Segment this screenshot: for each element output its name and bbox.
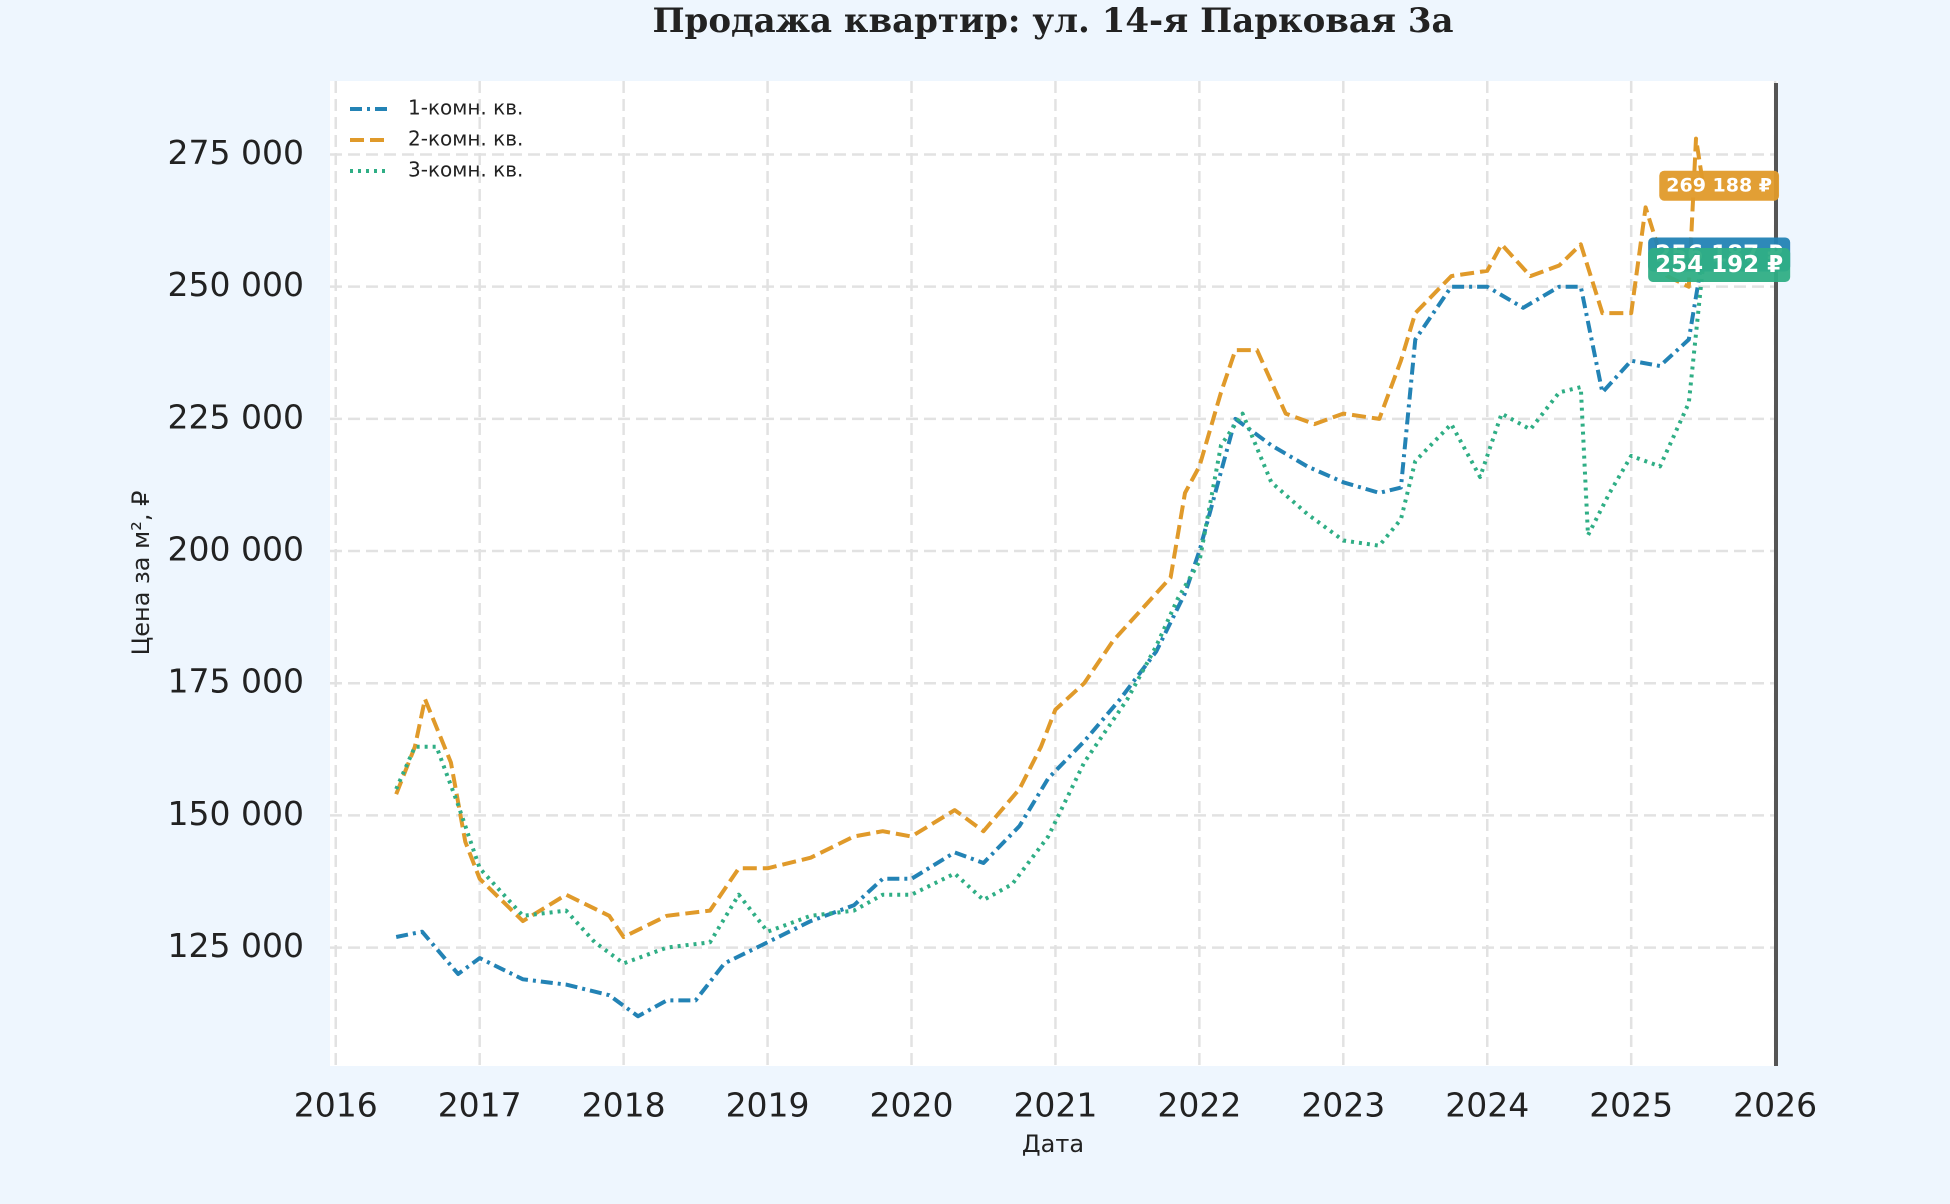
x-tick-label: 2025 [1589, 1086, 1673, 1125]
x-tick-label: 2017 [438, 1086, 522, 1125]
end-label-text: 269 188 ₽ [1666, 175, 1772, 197]
end-label-box [1648, 248, 1791, 283]
legend: 1-комн. кв. 2-комн. кв. 3-комн. кв. [350, 96, 523, 182]
legend-label: 1-комн. кв. [408, 96, 523, 120]
end-label-box [1659, 170, 1780, 201]
y-tick-label: 225 000 [168, 397, 304, 436]
x-axis-label: Дата [1022, 1130, 1084, 1158]
x-tick-label: 2018 [582, 1086, 666, 1125]
x-tick-label: 2023 [1301, 1086, 1385, 1125]
series-line [394, 136, 1706, 939]
y-tick-label: 125 000 [168, 926, 304, 965]
y-tick-label: 275 000 [168, 133, 304, 172]
y-tick-label: 200 000 [168, 530, 304, 569]
x-tick-label: 2020 [870, 1086, 954, 1125]
end-label: 269 188 ₽ [1659, 170, 1780, 201]
plot-area [330, 81, 1778, 1066]
end-label-text: 254 192 ₽ [1655, 252, 1783, 278]
y-axis-label: Цена за м², ₽ [127, 491, 155, 656]
y-tick-label: 150 000 [168, 794, 304, 833]
chart-title: Продажа квартир: ул. 14-я Парковая 3а [652, 1, 1453, 41]
end-labels: 256 187 ₽269 188 ₽254 192 ₽ [1648, 170, 1791, 283]
x-tick-label: 2019 [726, 1086, 810, 1125]
legend-label: 2-комн. кв. [408, 127, 523, 151]
legend-label: 3-комн. кв. [408, 158, 523, 182]
x-tick-label: 2024 [1445, 1086, 1529, 1125]
x-tick-label: 2026 [1733, 1086, 1817, 1125]
x-tick-label: 2022 [1157, 1086, 1241, 1125]
x-tick-label: 2021 [1013, 1086, 1097, 1125]
end-label: 254 192 ₽ [1648, 248, 1791, 283]
series-line [395, 253, 1706, 1019]
x-tick-label: 2016 [294, 1086, 378, 1125]
y-tick-label: 175 000 [168, 662, 304, 701]
y-tick-label: 250 000 [168, 265, 304, 304]
lines [394, 136, 1706, 1019]
